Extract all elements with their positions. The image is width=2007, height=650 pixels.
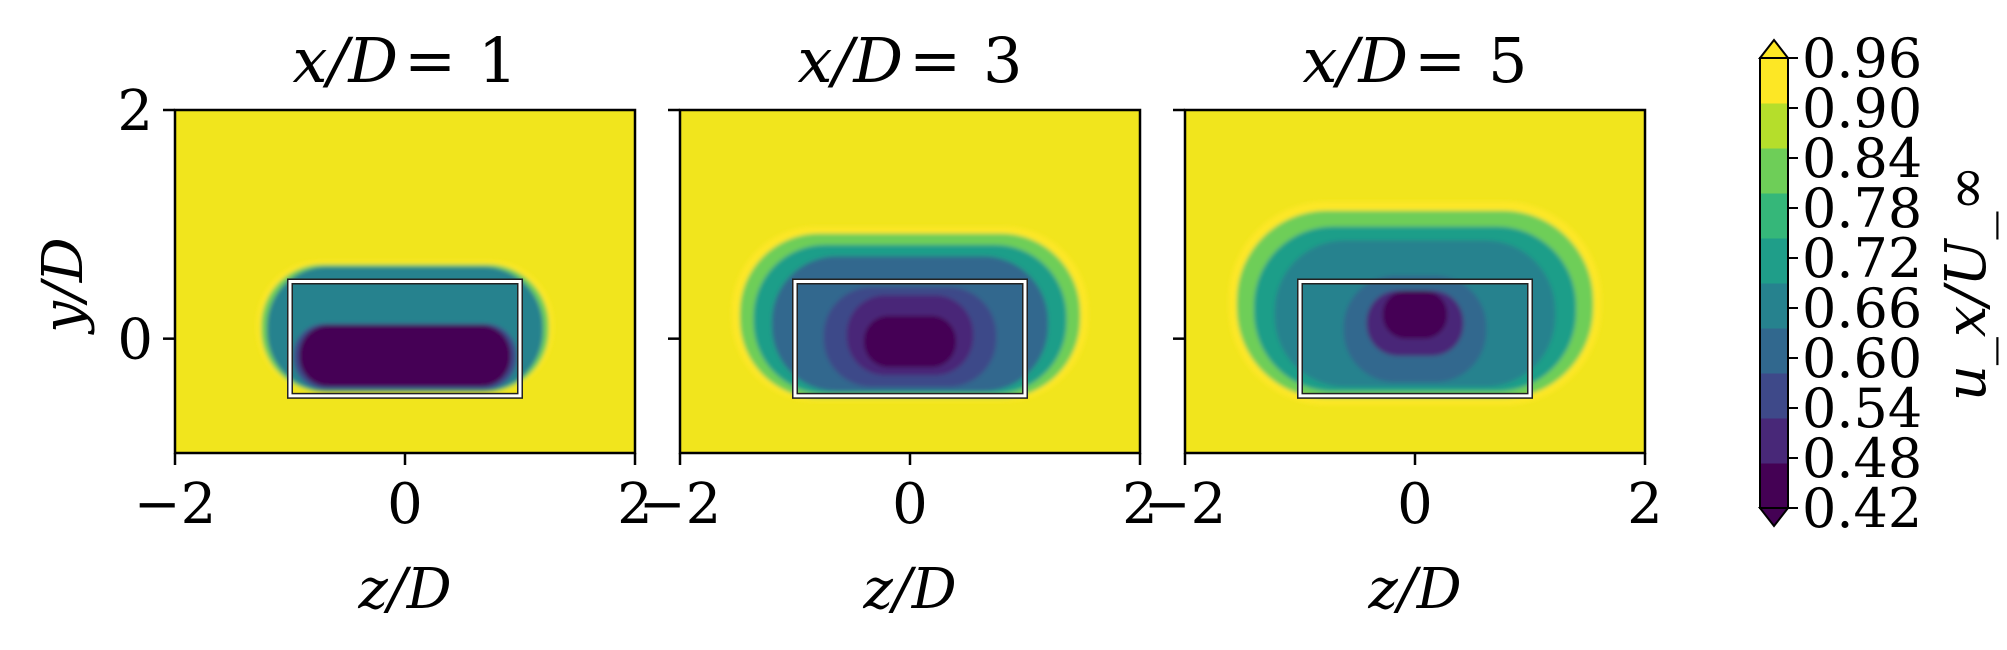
panel-title-variable: x/D (1303, 24, 1409, 97)
panel-title-equals: = (404, 24, 456, 97)
x-tick-label: 2 (1122, 472, 1158, 537)
x-tick-label: 2 (617, 472, 653, 537)
contour-band-7 (864, 315, 956, 368)
colorbar-tick-label: 0.96 (1802, 27, 1922, 90)
contour-band-7 (1382, 290, 1448, 339)
colorbar-band (1760, 148, 1788, 194)
colorbar-tick-label: 0.78 (1802, 177, 1922, 240)
colorbar-band (1760, 103, 1788, 149)
x-axis-label: z/D (357, 557, 451, 622)
panel-title-value: 1 (478, 24, 517, 97)
panel-title: x/D= 3 (798, 24, 1023, 97)
colorbar-frame (1759, 57, 1789, 509)
colorbar-tick-label: 0.42 (1802, 477, 1922, 540)
x-tick-label: 2 (1627, 472, 1663, 537)
colorbar-label: u_x/U_∞ (1934, 165, 1999, 401)
panel-title-variable: x/D (293, 24, 399, 97)
colorbar-band (1760, 463, 1788, 509)
y-tick-label: 0 (117, 308, 153, 373)
panel-2: −2 0 2 z/D x/D= 3 (639, 24, 1158, 622)
colorbar-tick-label: 0.72 (1802, 227, 1922, 290)
x-axis-label: z/D (862, 557, 956, 622)
colorbar-tick-label: 0.54 (1802, 377, 1922, 440)
colorbar-tick-label: 0.60 (1802, 327, 1922, 390)
x-tick-label: 0 (1397, 472, 1433, 537)
y-axis-label: y/D (31, 237, 96, 335)
colorbar-band (1760, 238, 1788, 284)
body-outline (1298, 280, 1532, 398)
axis-labels: y/D (31, 237, 96, 335)
colorbar-band (1760, 283, 1788, 329)
colorbar: 0.420.480.540.600.660.720.780.840.900.96… (1757, 27, 1999, 540)
panel-title-variable: x/D (798, 24, 904, 97)
x-axis-label: z/D (1367, 557, 1461, 622)
x-tick-label: 0 (387, 472, 423, 537)
panel-title: x/D= 5 (1303, 24, 1528, 97)
x-tick-label: 0 (892, 472, 928, 537)
body-outline (793, 280, 1027, 398)
panel-title-equals: = (1414, 24, 1466, 97)
y-tick-label: 2 (117, 79, 153, 144)
body-outline (288, 280, 522, 398)
panel-title: x/D= 1 (293, 24, 518, 97)
colorbar-band (1760, 193, 1788, 239)
panel-title-value: 5 (1488, 24, 1527, 97)
x-tick-label: −2 (1144, 472, 1227, 537)
contour-band-5 (299, 324, 511, 387)
colorbar-extend-min (1757, 507, 1791, 528)
colorbar-band (1760, 328, 1788, 374)
colorbar-band (1760, 373, 1788, 419)
panel-title-equals: = (909, 24, 961, 97)
colorbar-band (1760, 418, 1788, 464)
panel-1: −2 0 2 2 0 z/D x/D= 1 (117, 24, 652, 622)
colorbar-tick-label: 0.66 (1802, 277, 1922, 340)
colorbar-extend-max (1757, 38, 1791, 59)
panel-3: −2 0 2 z/D x/D= 5 (1144, 24, 1663, 622)
panel-title-value: 3 (983, 24, 1022, 97)
colorbar-tick-label: 0.48 (1802, 427, 1922, 490)
colorbar-tick-label: 0.90 (1802, 77, 1922, 140)
colorbar-tick-label: 0.84 (1802, 127, 1922, 190)
x-tick-label: −2 (134, 472, 217, 537)
x-tick-label: −2 (639, 472, 722, 537)
colorbar-band (1760, 58, 1788, 104)
